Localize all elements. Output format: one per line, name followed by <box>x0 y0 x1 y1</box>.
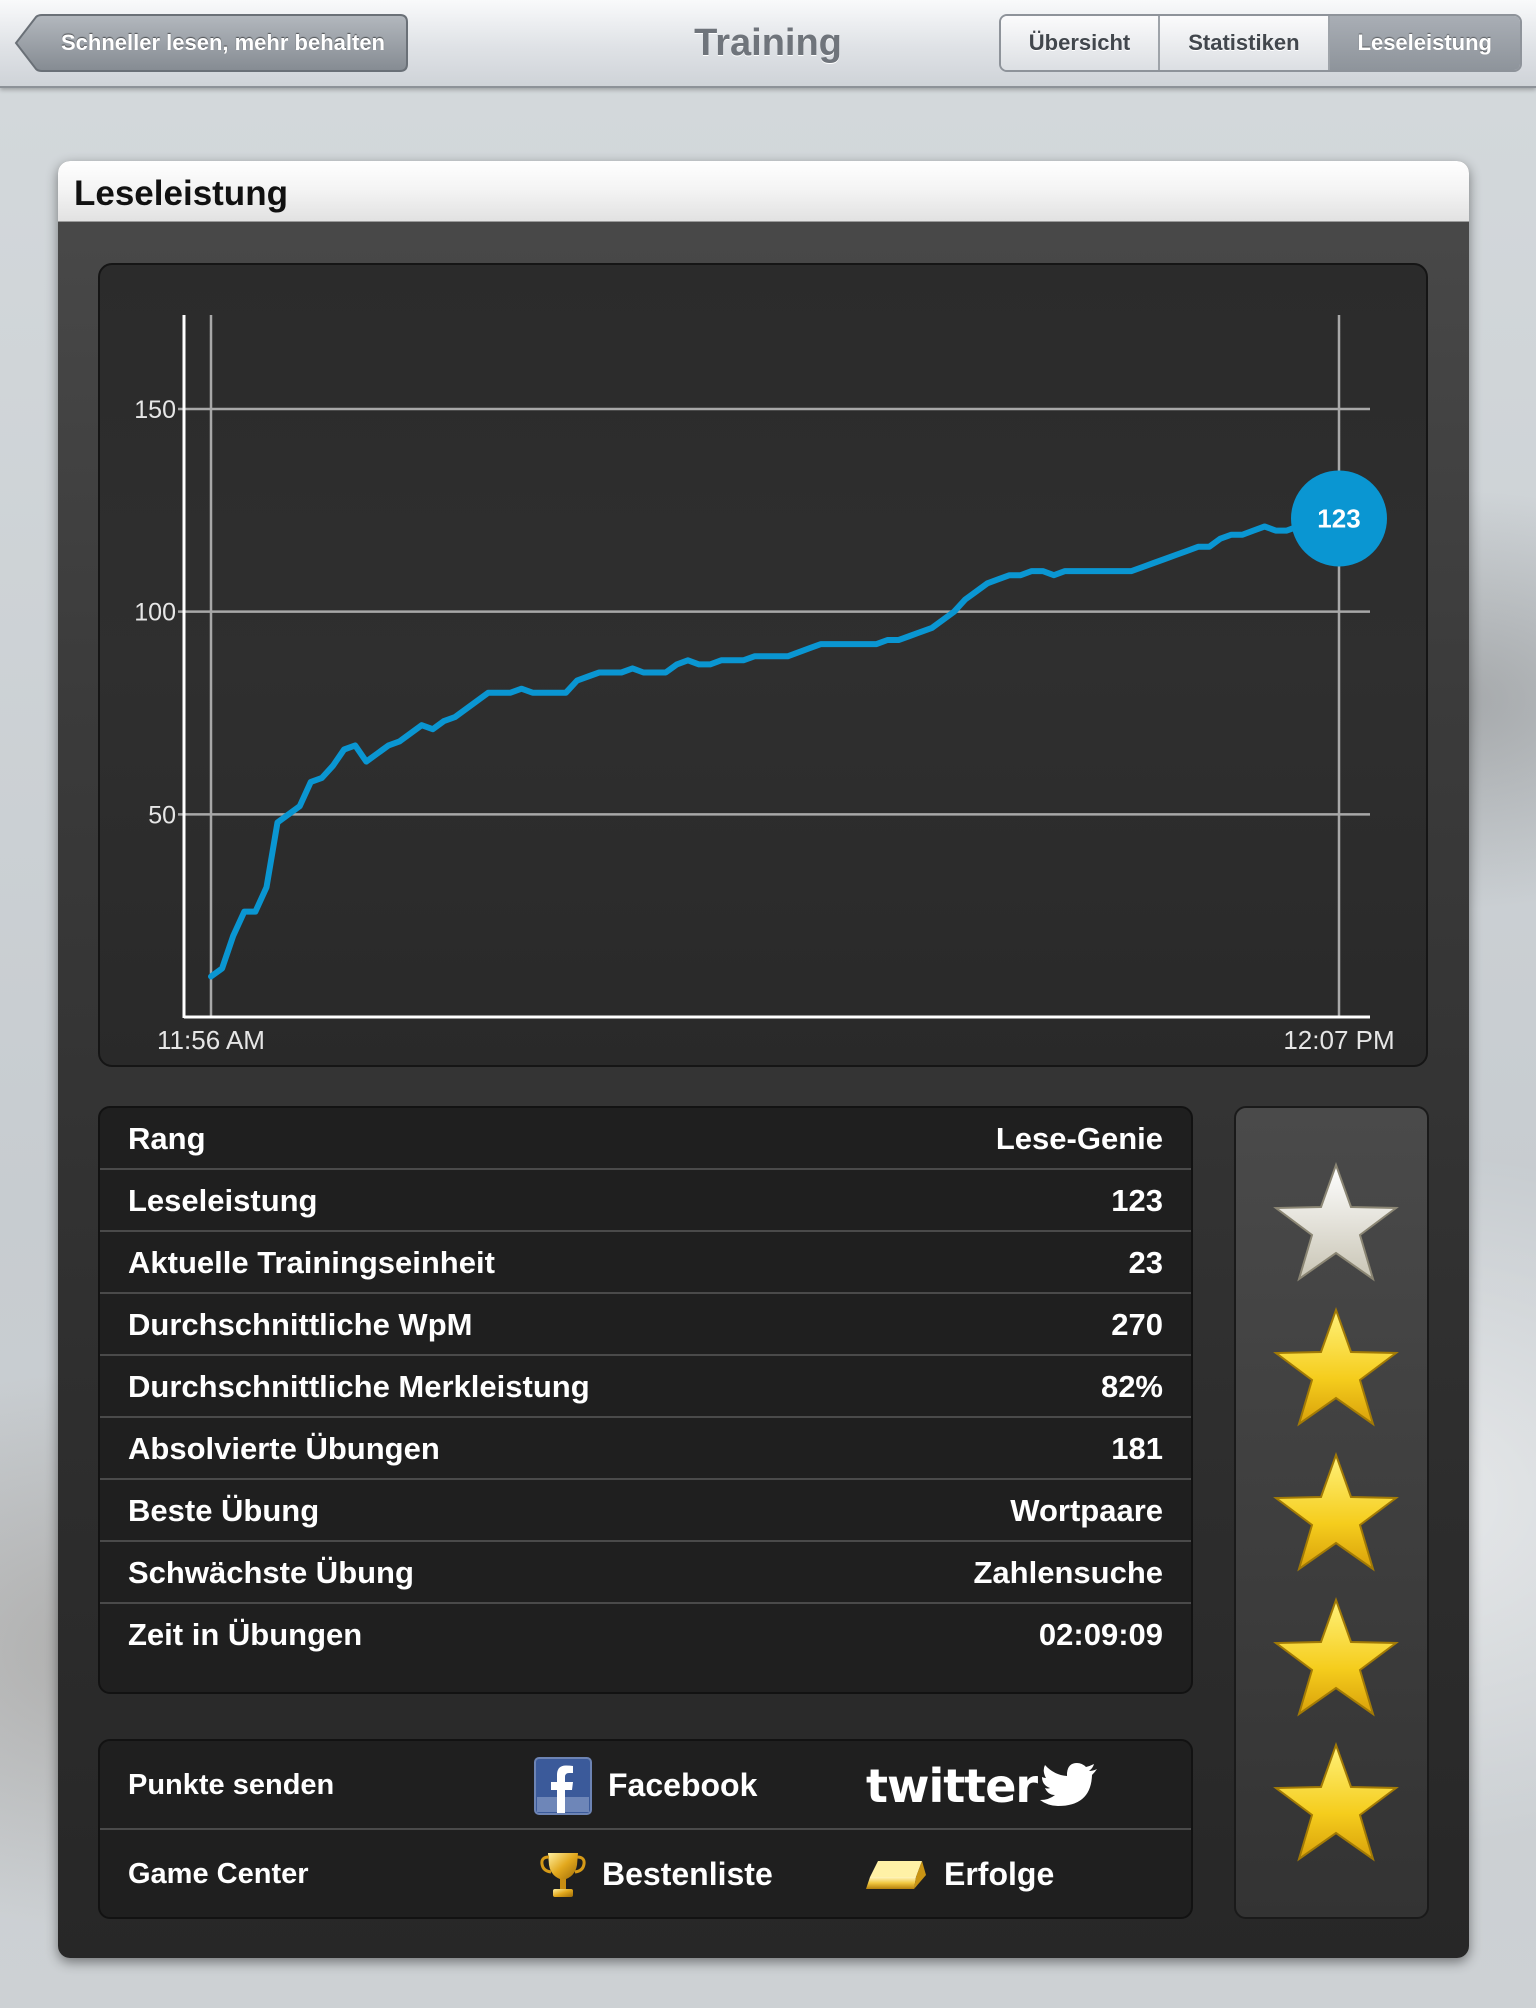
stat-value: Zahlensuche <box>973 1555 1164 1590</box>
stat-row-uebungen: Absolvierte Übungen 181 <box>100 1418 1191 1480</box>
stat-value: Lese-Genie <box>995 1121 1163 1156</box>
series-line <box>208 515 1342 980</box>
leaderboard-label: Bestenliste <box>602 1856 773 1892</box>
x-tick-label-end: 12:07 PM <box>1283 1025 1394 1055</box>
stat-row-leseleistung: Leseleistung 123 <box>100 1170 1191 1232</box>
stat-label: Durchschnittliche WpM <box>128 1307 473 1342</box>
stat-value: 123 <box>1111 1183 1163 1218</box>
stat-row-merkleistung: Durchschnittliche Merkleistung 82% <box>100 1356 1191 1418</box>
game-center-row: Game Center Besten <box>100 1830 1191 1917</box>
twitter-bird-icon <box>1040 1762 1098 1806</box>
stat-label: Absolvierte Übungen <box>128 1431 440 1466</box>
back-button-shape <box>14 14 408 72</box>
stat-value: 82% <box>1100 1369 1163 1404</box>
panel-header: Leseleistung <box>58 161 1469 222</box>
stat-label: Aktuelle Trainingseinheit <box>128 1245 495 1280</box>
star-icon-5 <box>1273 1742 1399 1862</box>
twitter-button[interactable]: twitter <box>866 1741 1099 1830</box>
panel-title: Leseleistung <box>74 174 288 213</box>
segmented-control: Übersicht Statistiken Leseleistung <box>998 14 1522 72</box>
achievements-button[interactable]: Erfolge <box>864 1830 1055 1917</box>
rank-stars <box>1234 1106 1429 1919</box>
tab-statistiken[interactable]: Statistiken <box>1160 16 1330 70</box>
trophy-icon <box>540 1852 586 1897</box>
stat-row-beste-uebung: Beste Übung Wortpaare <box>100 1480 1191 1542</box>
performance-chart: 50 100 150 11:56 AM 12:07 PM 123 <box>98 263 1428 1067</box>
facebook-button[interactable]: Facebook <box>534 1741 757 1830</box>
star-icon-2 <box>1273 1307 1399 1427</box>
stat-value: 270 <box>1111 1307 1163 1342</box>
reading-performance-panel: Leseleistung 50 100 150 11:56 AM 12:07 PM 123… <box>58 161 1469 1958</box>
performance-chart-svg: 50 100 150 11:56 AM 12:07 PM 123 <box>134 315 1395 1055</box>
twitter-wordmark: twitter <box>866 1758 1038 1813</box>
stats-table: Rang Lese-Genie Leseleistung 123 Aktuell… <box>98 1106 1193 1694</box>
y-tick-label: 100 <box>134 599 176 627</box>
send-points-row: Punkte senden Facebook twitter <box>100 1741 1191 1830</box>
stat-row-wpm: Durchschnittliche WpM 270 <box>100 1294 1191 1356</box>
back-button-label: Schneller lesen, mehr behalten <box>60 30 385 55</box>
current-value-marker <box>1291 470 1387 567</box>
stat-value: 23 <box>1128 1245 1163 1280</box>
social-share-box: Punkte senden Facebook twitter Game Cent… <box>98 1739 1193 1919</box>
stat-value: 02:09:09 <box>1038 1617 1163 1652</box>
tab-leseleistung[interactable]: Leseleistung <box>1329 16 1520 70</box>
stat-row-trainingseinheit: Aktuelle Trainingseinheit 23 <box>100 1232 1191 1294</box>
stat-value: 181 <box>1111 1431 1163 1466</box>
send-points-label: Punkte senden <box>128 1769 335 1801</box>
stat-row-rang: Rang Lese-Genie <box>100 1108 1191 1170</box>
x-tick-label-start: 11:56 AM <box>157 1025 265 1055</box>
navigation-bar: Schneller lesen, mehr behalten Training … <box>0 0 1536 88</box>
stat-label: Leseleistung <box>128 1183 318 1218</box>
facebook-label: Facebook <box>608 1767 758 1803</box>
stat-row-zeit: Zeit in Übungen 02:09:09 <box>100 1604 1191 1666</box>
current-value-label: 123 <box>1317 503 1360 533</box>
stat-label: Zeit in Übungen <box>128 1617 363 1652</box>
facebook-icon <box>534 1756 592 1815</box>
game-center-label: Game Center <box>128 1858 309 1890</box>
star-icon-1 <box>1273 1162 1399 1282</box>
star-icon-3 <box>1273 1452 1399 1572</box>
stat-label: Beste Übung <box>128 1493 320 1528</box>
stat-row-schwaechste-uebung: Schwächste Übung Zahlensuche <box>100 1542 1191 1604</box>
y-tick-label: 50 <box>148 801 176 829</box>
leaderboard-button[interactable]: Bestenliste <box>540 1830 773 1917</box>
stat-value: Wortpaare <box>1010 1493 1163 1528</box>
stat-label: Rang <box>128 1121 206 1156</box>
star-icon-4 <box>1273 1597 1399 1717</box>
stat-label: Durchschnittliche Merkleistung <box>128 1369 590 1404</box>
gold-bar-icon <box>866 1860 926 1889</box>
tab-uebersicht[interactable]: Übersicht <box>1000 16 1161 70</box>
stat-label: Schwächste Übung <box>128 1555 414 1590</box>
y-tick-label: 150 <box>134 396 176 424</box>
back-button[interactable]: Schneller lesen, mehr behalten <box>14 14 408 72</box>
achievements-label: Erfolge <box>944 1856 1055 1892</box>
